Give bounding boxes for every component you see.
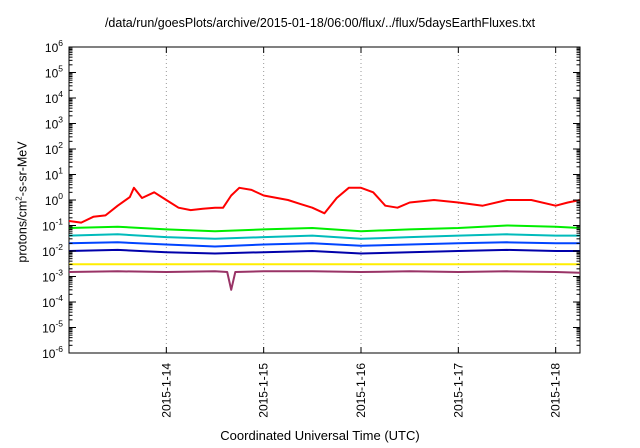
y-tick-label: 102	[45, 140, 63, 157]
series-line-1	[68, 186, 581, 224]
y-tick-base: 10	[42, 220, 56, 234]
x-tick-label: 2015-1-16	[354, 363, 368, 418]
y-tick-label: 10-6	[42, 344, 63, 361]
y-tick-exponent: -1	[55, 217, 63, 227]
y-tick-label: 10-3	[42, 268, 63, 285]
y-tick-base: 10	[45, 143, 59, 157]
y-tick-base: 10	[45, 67, 59, 81]
y-tick-label: 106	[45, 38, 63, 55]
series-line-5	[68, 248, 580, 255]
y-tick-label: 100	[45, 191, 63, 208]
y-tick-label: 103	[45, 115, 63, 132]
series-line-7	[68, 270, 581, 291]
y-tick-base: 10	[42, 245, 56, 259]
y-tick-exponent: 5	[58, 64, 63, 74]
y-tick-exponent: -4	[55, 293, 63, 303]
y-tick-label: 10-1	[42, 217, 63, 234]
chart-title: /data/run/goesPlots/archive/2015-01-18/0…	[104, 16, 536, 30]
series-line-3	[68, 233, 580, 240]
y-tick-base: 10	[45, 41, 59, 55]
y-tick-base: 10	[42, 296, 56, 310]
y-tick-exponent: 3	[58, 115, 63, 125]
y-tick-base: 10	[42, 322, 56, 336]
y-tick-exponent: -5	[55, 319, 63, 329]
y-tick-exponent: 1	[58, 166, 63, 176]
series-line-4	[68, 241, 580, 248]
y-tick-base: 10	[42, 271, 56, 285]
y-tick-label: 104	[45, 89, 63, 106]
y-tick-exponent: -3	[55, 268, 63, 278]
y-tick-base: 10	[45, 92, 59, 106]
x-tick-label: 2015-1-17	[451, 363, 465, 418]
x-tick-label: 2015-1-14	[159, 363, 173, 418]
x-axis-label: Coordinated Universal Time (UTC)	[220, 428, 420, 443]
x-tick-label: 2015-1-15	[257, 363, 271, 418]
y-tick-exponent: 4	[58, 89, 63, 99]
y-tick-label: 10-4	[42, 293, 63, 310]
y-tick-base: 10	[42, 347, 56, 361]
y-tick-exponent: 2	[58, 140, 63, 150]
y-tick-label: 10-2	[42, 242, 63, 259]
y-tick-label: 101	[45, 166, 63, 183]
y-tick-base: 10	[45, 118, 59, 132]
series-line-2	[68, 224, 581, 233]
y-tick-label: 10-5	[42, 319, 63, 336]
y-tick-base: 10	[45, 194, 59, 208]
y-tick-base: 10	[45, 169, 59, 183]
y-tick-exponent: -6	[55, 344, 63, 354]
y-tick-exponent: 0	[58, 191, 63, 201]
y-tick-label: 105	[45, 64, 63, 81]
x-tick-label: 2015-1-18	[549, 363, 563, 418]
y-tick-exponent: -2	[55, 242, 63, 252]
y-tick-exponent: 6	[58, 38, 63, 48]
